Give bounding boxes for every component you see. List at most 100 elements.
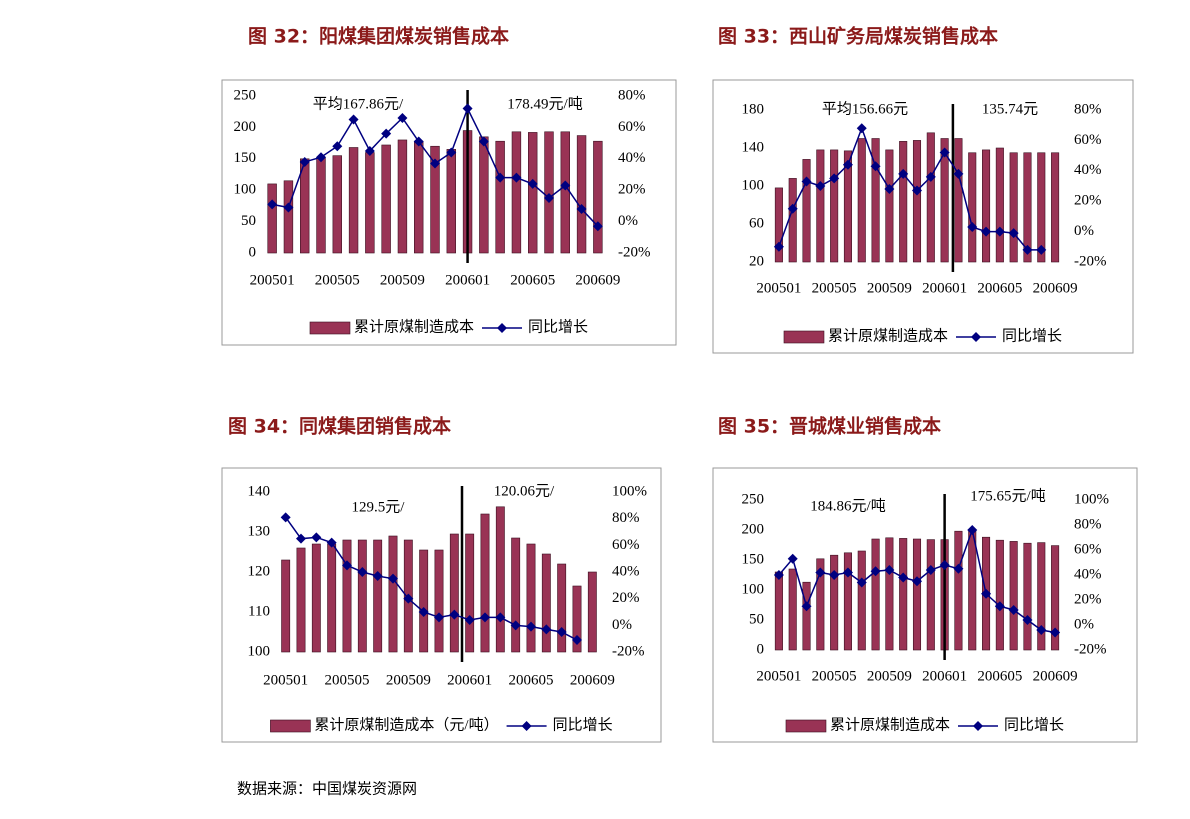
legend-marker [497,323,507,333]
legend-label: 同比增长 [553,716,613,733]
bar [593,140,603,254]
marker [842,159,853,170]
x-tick-label: 200509 [386,672,431,688]
marker [981,588,992,599]
y-tick-label: 100 [234,182,257,198]
marker [511,172,522,183]
bar [465,533,475,653]
bar [446,149,456,254]
y2-tick-label: 60% [1074,132,1102,148]
x-tick-label: 200509 [867,280,912,296]
y-tick-label: 0 [757,641,765,657]
legend-swatch [783,330,825,344]
y-tick-label: 100 [248,643,271,659]
y2-tick-label: 60% [612,537,640,553]
marker [403,593,414,604]
bar [926,132,935,263]
marker [829,570,840,580]
y2-tick-label: 40% [1074,566,1102,582]
marker [939,147,950,158]
marker [898,168,909,179]
bar [1023,542,1032,651]
marker [316,152,326,163]
x-tick-label: 200505 [812,668,857,684]
legend-label: 累计原煤制造成本 [354,318,474,335]
bar [1037,152,1046,263]
marker [283,202,294,213]
marker [413,136,424,147]
y-tick-label: 180 [742,101,765,117]
bar [434,549,444,653]
bar [381,144,391,254]
bar [1009,541,1018,651]
y-tick-label: 250 [742,491,765,507]
bar [576,135,587,254]
marker [773,241,784,252]
chart-frame [221,467,662,743]
bar [774,187,783,263]
y2-tick-label: 40% [1074,162,1102,178]
x-tick-label: 200605 [510,272,555,288]
bar [830,149,839,263]
y2-tick-label: 40% [612,563,640,579]
marker [953,168,964,179]
marker [1036,625,1047,635]
bar [419,549,429,653]
bar [968,529,977,651]
y2-tick-label: 20% [612,590,640,606]
marker [953,563,964,574]
bar [311,543,321,653]
bar [816,149,825,263]
marker [815,567,826,578]
legend-label: 同比增长 [528,318,588,335]
y2-tick-label: 40% [618,150,646,166]
bar [1037,542,1046,651]
marker [925,171,936,182]
marker [981,226,992,237]
annotation: 184.86元/吨 [810,497,885,514]
bar [954,530,963,651]
bar [373,539,383,653]
marker [576,204,587,215]
y2-tick-label: 0% [618,213,638,229]
bar [587,571,597,653]
bar [365,152,375,254]
y-tick-label: 250 [234,87,257,103]
y-tick-label: 100 [742,177,765,193]
bar [788,178,797,263]
y-tick-label: 60 [749,215,764,231]
marker [541,624,552,635]
y2-tick-label: 20% [1074,591,1102,607]
y-tick-label: 50 [749,611,764,627]
x-tick-label: 200605 [977,668,1022,684]
marker [526,621,536,632]
marker [544,193,554,204]
x-tick-label: 200505 [325,672,370,688]
bar [995,539,1004,651]
x-tick-label: 200501 [756,280,801,296]
y-tick-label: 150 [742,551,765,567]
y2-tick-label: 0% [612,617,632,633]
x-tick-label: 200601 [445,272,490,288]
marker [342,560,352,571]
bar [995,147,1004,263]
marker [912,576,922,587]
bar [857,550,866,651]
annotation: 178.49元/吨 [507,95,582,112]
marker [801,601,812,612]
bar [316,157,326,254]
marker [856,123,867,134]
legend-swatch [309,321,351,335]
marker [372,571,383,581]
bar [830,554,839,651]
bar [982,149,991,263]
chart-title: 图 32：阳煤集团煤炭销售成本 [248,25,509,48]
marker [829,173,840,184]
marker [397,112,408,123]
bar [1009,152,1018,263]
bar [342,539,352,653]
marker [527,178,538,189]
bar [560,131,570,254]
marker [1050,627,1061,638]
bar [899,141,908,263]
